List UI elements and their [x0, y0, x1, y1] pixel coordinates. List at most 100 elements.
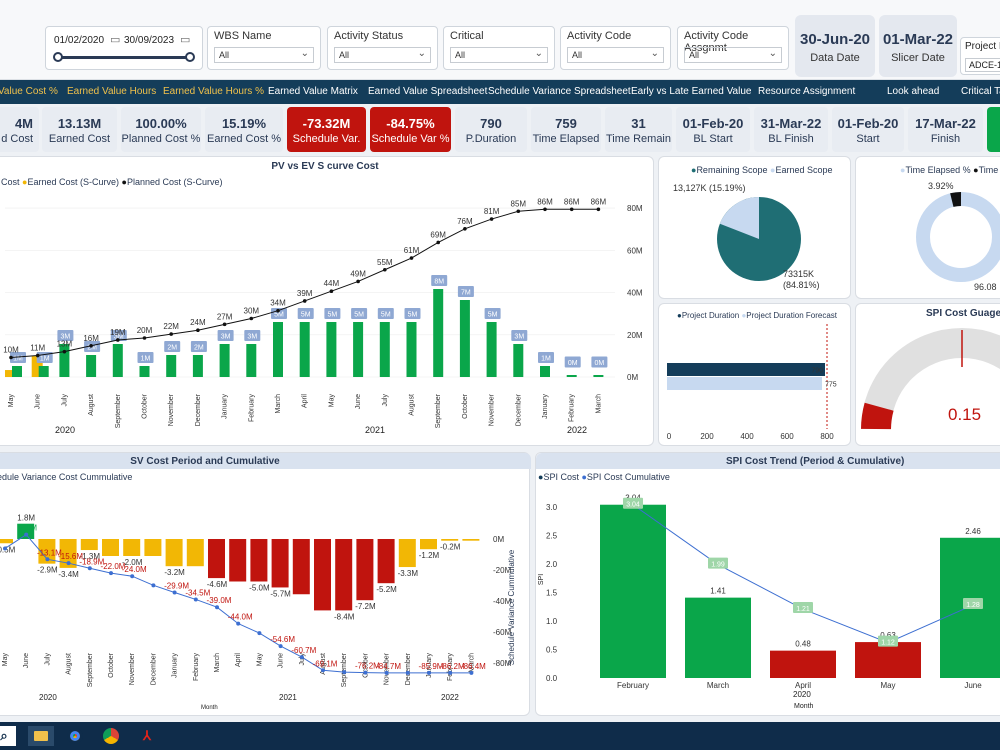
chevron-down-icon[interactable]: ⌄: [417, 48, 426, 59]
x-tick-label: June: [355, 394, 362, 409]
slicer-date-value: 01-Mar-22: [882, 31, 954, 48]
activity-status-dropdown[interactable]: All ⌄: [334, 47, 431, 63]
x-tick-label: May: [328, 394, 335, 408]
activity-status-slicer[interactable]: Activity Status All ⌄: [327, 26, 438, 70]
critical-slicer[interactable]: Critical All ⌄: [443, 26, 555, 70]
project-id-value[interactable]: ADCE-18: [965, 58, 1000, 72]
bar-planned-cost: [12, 366, 22, 377]
activity-code-assign-dropdown[interactable]: All ⌄: [684, 47, 782, 63]
activity-status-value: All: [339, 50, 350, 60]
critical-dropdown[interactable]: All ⌄: [450, 47, 548, 63]
donut-slice-elapsed: [950, 192, 962, 207]
chrome-icon[interactable]: [98, 726, 124, 746]
bar-data-label: 5M: [301, 312, 311, 319]
range-slider-start-handle[interactable]: [53, 52, 63, 62]
nav-value-cost-pct[interactable]: Value Cost %: [0, 86, 58, 97]
activity-code-assign-slicer[interactable]: Activity Code Assgnmt All ⌄: [677, 26, 789, 70]
nav-earned-value-matrix[interactable]: Earned Value Matrix: [268, 86, 358, 97]
range-slider-end-handle[interactable]: [185, 52, 195, 62]
bar-sv-period: [59, 539, 77, 568]
wbs-dropdown[interactable]: All ⌄: [214, 47, 314, 63]
x-tick-label: October: [108, 652, 115, 678]
data-label-bg: [244, 330, 261, 341]
data-label-bg: [511, 330, 528, 341]
nav-critical-tasks[interactable]: Critical Ta: [961, 86, 1000, 97]
activity-code-assign-value: All: [689, 50, 700, 60]
y-tick-label: 1.5: [546, 589, 558, 598]
spi-yaxis-title: SPI: [538, 573, 546, 586]
sv-cumulative-point: [109, 571, 113, 576]
bar-planned-cost: [406, 322, 417, 377]
gauge-title: SPI Cost Guage: [926, 308, 1000, 319]
date-end[interactable]: 30/09/2023: [124, 35, 175, 46]
cumulative-data-label: 2.8M: [19, 524, 37, 533]
s-curve-point: [142, 336, 147, 340]
slicer-date-label: Slicer Date: [891, 52, 945, 64]
bar-data-label: 0.63: [880, 631, 896, 640]
nav-earned-value-hours[interactable]: Earned Value Hours: [67, 86, 157, 97]
activity-code-slicer[interactable]: Activity Code All ⌄: [560, 26, 671, 70]
kpi-planned-cost-pct: 100.00% Planned Cost %: [121, 107, 201, 152]
range-slider-track[interactable]: [58, 56, 190, 59]
activity-code-dropdown[interactable]: All ⌄: [567, 47, 664, 63]
date-start[interactable]: 01/02/2020: [54, 35, 105, 46]
bar-sv-period: [292, 539, 310, 595]
sv-title-bar: [0, 453, 531, 469]
s-curve-label: 30M: [244, 307, 260, 316]
nav-earned-value-hours-pct[interactable]: Earned Value Hours %: [163, 86, 264, 97]
kpi-schedule-var: -73.32M Schedule Var.: [287, 107, 366, 152]
kpi-p-duration: 790 P.Duration: [455, 107, 527, 152]
kpi-planned-cost: 4M d Cost: [0, 107, 39, 152]
x-tick-label: 400: [740, 432, 754, 441]
wbs-slicer[interactable]: WBS Name All ⌄: [207, 26, 321, 70]
bar-data-label: -2.0M: [122, 558, 143, 567]
chevron-down-icon[interactable]: ⌄: [768, 48, 777, 59]
kpi-value: 17-Mar-22: [915, 116, 976, 131]
nav-schedule-variance-spreadsheet[interactable]: Schedule Variance Spreadsheet: [488, 86, 631, 97]
bar-value-label: 790: [811, 368, 823, 375]
chrome-icon[interactable]: [62, 726, 88, 746]
kpi-value: 100.00%: [135, 116, 187, 131]
nav-look-ahead[interactable]: Look ahead: [887, 86, 940, 97]
x-tick-label: January: [426, 653, 433, 678]
nav-earned-value-spreadsheet[interactable]: Earned Value Spreadsheet: [368, 86, 488, 97]
bar-data-label: 3M: [114, 334, 124, 341]
s-curve-point: [596, 207, 601, 212]
nav-early-vs-late-earned-value[interactable]: Early vs Late Earned Value: [631, 86, 752, 97]
chevron-down-icon[interactable]: ⌄: [300, 48, 309, 59]
spi-gauge-card: SPI Cost Guage 0.15: [855, 303, 1000, 446]
activity-code-assign-label: Activity Code Assgnmt: [684, 30, 749, 54]
bar-data-label: 0.48: [795, 640, 811, 649]
time-donut: [916, 192, 1000, 282]
cum-data-label: 3.04: [626, 502, 640, 509]
y-tick-label: -40M: [493, 597, 512, 606]
bar-sv-period: [377, 539, 395, 584]
nav-resource-assignment[interactable]: Resource Assignment: [758, 86, 856, 97]
x-tick-label: November: [129, 652, 136, 685]
bar-data-label: 5M: [381, 312, 391, 319]
file-explorer-icon[interactable]: [28, 726, 54, 746]
bar-sv-period: [165, 539, 183, 567]
spi-title: SPI Cost Trend (Period & Cumulative): [726, 456, 905, 467]
bar-planned-cost: [566, 375, 577, 377]
chevron-down-icon[interactable]: ⌄: [534, 48, 543, 59]
y-tick-label: 3.0: [546, 503, 558, 512]
s-curve-point: [35, 353, 40, 358]
x-tick-label: June: [23, 653, 30, 668]
scurve-chart: 0M 20M 40M 60M 80M 1M May 1M June 3M July 2M August 3…: [3, 197, 643, 428]
date-range-slicer[interactable]: 01/02/2020 ▭ 30/09/2023 ▭: [45, 26, 203, 70]
sv-cumulative-point: [87, 566, 92, 571]
chevron-down-icon[interactable]: ⌄: [650, 48, 659, 59]
cumulative-data-label: -44.0M: [228, 613, 253, 622]
calendar-icon[interactable]: ▭: [110, 34, 121, 46]
pdf-reader-icon[interactable]: ⅄: [143, 728, 151, 743]
s-curve-label: 86M: [564, 197, 580, 206]
bar-sv-period: [335, 539, 353, 611]
search-icon[interactable]: ⌕: [0, 726, 16, 746]
sv-chart-card: SV Cost Period and Cumulative edule Vari…: [0, 452, 531, 716]
x-tick-label: April: [795, 681, 811, 690]
kpi-label: Finish: [930, 133, 961, 145]
sv-cumulative-point: [342, 670, 347, 675]
calendar-icon[interactable]: ▭: [180, 34, 191, 46]
project-id-slicer[interactable]: Project ID ADCE-18: [960, 37, 1000, 75]
